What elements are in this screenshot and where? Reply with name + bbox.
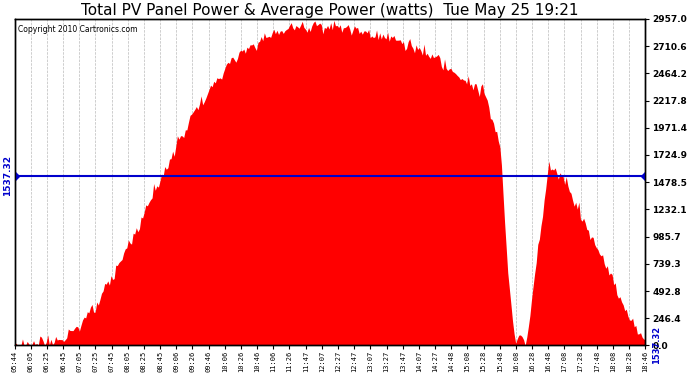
Title: Total PV Panel Power & Average Power (watts)  Tue May 25 19:21: Total PV Panel Power & Average Power (wa… xyxy=(81,3,579,18)
Text: 1537.32: 1537.32 xyxy=(652,326,661,364)
Text: Copyright 2010 Cartronics.com: Copyright 2010 Cartronics.com xyxy=(18,26,137,34)
